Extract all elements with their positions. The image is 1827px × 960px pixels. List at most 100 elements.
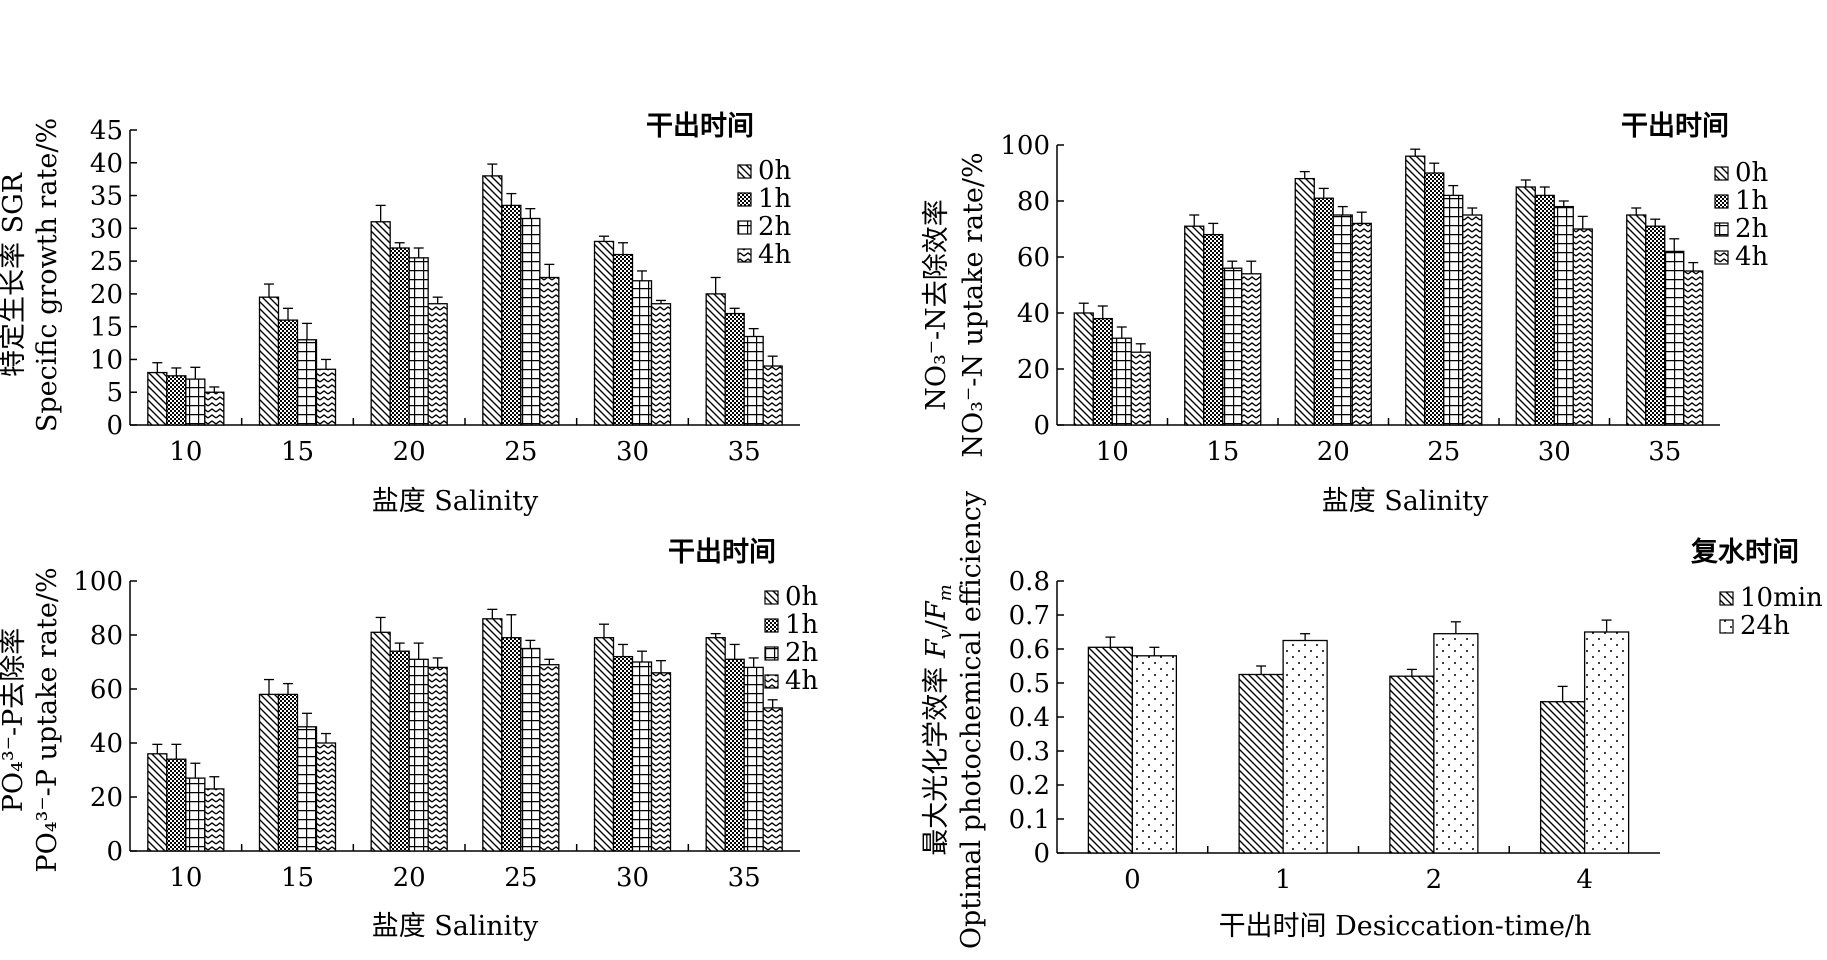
x-tick-label: 25	[504, 437, 537, 467]
bar	[185, 378, 206, 426]
bar	[1433, 633, 1479, 854]
x-tick-label: 10	[1096, 437, 1129, 467]
legend-title: 干出时间	[668, 537, 776, 568]
legend-label: 1h	[785, 610, 819, 640]
y-tick-label: 20	[90, 280, 123, 310]
x-axis-label: 盐度 Salinity	[372, 486, 539, 517]
bar	[705, 293, 726, 426]
bar	[370, 221, 391, 426]
bar	[1332, 214, 1353, 426]
y-tick-label: 100	[1000, 131, 1050, 161]
bar	[277, 319, 299, 426]
legend-swatch	[1714, 250, 1729, 265]
x-axis-label: 干出时间 Desiccation-time/h	[1219, 911, 1592, 942]
bar	[650, 672, 672, 852]
legend-label: 2h	[758, 212, 792, 242]
x-tick-label: 35	[1648, 437, 1681, 467]
bar	[1389, 675, 1435, 854]
y-tick-label: 0.7	[1009, 601, 1050, 631]
bar	[631, 661, 653, 852]
x-tick-label: 2	[1426, 865, 1443, 895]
legend-swatch	[737, 220, 752, 235]
bar	[1462, 214, 1483, 426]
x-tick-label: 1	[1275, 865, 1292, 895]
legend-label: 1h	[758, 184, 792, 214]
x-tick-label: 4	[1576, 865, 1593, 895]
bar	[147, 753, 168, 852]
bar	[389, 247, 410, 426]
y-axis-label-zh: PO₄³⁻-P去除率	[0, 628, 29, 813]
legend-swatch	[1714, 222, 1729, 237]
y-axis-label-en: Specific growth rate/%	[32, 118, 63, 432]
bar	[762, 707, 783, 852]
bar	[593, 240, 615, 426]
bar	[1184, 225, 1205, 426]
x-axis-label: 盐度 Salinity	[372, 911, 539, 942]
y-tick-label: 20	[90, 783, 123, 813]
y-tick-label: 0	[1033, 839, 1050, 869]
y-tick-label: 15	[90, 313, 123, 343]
bar	[1572, 228, 1593, 426]
y-tick-label: 0	[1033, 411, 1050, 441]
bar	[370, 631, 391, 852]
bar	[1087, 646, 1134, 854]
x-axis-label: 盐度 Salinity	[1322, 486, 1489, 517]
bar	[1424, 172, 1445, 426]
bar	[501, 637, 522, 852]
y-axis-label-text: NO₃⁻-N uptake rate/%	[958, 152, 989, 457]
x-tick-label: 35	[728, 863, 761, 893]
y-axis-label-en: Optimal photochemical efficiency	[956, 490, 987, 949]
bar	[743, 666, 764, 852]
bar	[1664, 250, 1685, 426]
y-tick-label: 0.5	[1009, 669, 1050, 699]
bar	[1282, 639, 1328, 854]
y-tick-label: 80	[1017, 187, 1050, 217]
legend-label: 0h	[785, 582, 819, 612]
x-tick-label: 20	[393, 863, 426, 893]
y-axis-label-zh: 特定生长率 SGR	[0, 172, 29, 377]
bar	[185, 777, 206, 852]
legend-label: 4h	[1735, 242, 1769, 272]
bar	[1539, 701, 1586, 854]
x-tick-label: 30	[616, 863, 649, 893]
y-tick-label: 40	[1017, 299, 1050, 329]
bar	[631, 280, 653, 426]
y-axis-label-text: NO₃⁻-N去除效率	[921, 199, 952, 411]
bar	[1645, 225, 1666, 426]
bar	[1313, 197, 1334, 426]
bar	[1073, 312, 1094, 426]
y-tick-label: 20	[1017, 355, 1050, 385]
bar	[1351, 222, 1372, 426]
x-tick-label: 20	[1317, 437, 1350, 467]
bar	[1626, 214, 1647, 426]
legend-label: 4h	[785, 666, 819, 696]
bar	[1294, 177, 1315, 426]
legend-swatch	[1719, 591, 1734, 606]
y-tick-label: 0	[106, 837, 123, 867]
x-tick-label: 25	[1427, 437, 1460, 467]
x-tick-label: 10	[169, 863, 202, 893]
bar	[296, 726, 318, 852]
bar	[1405, 155, 1426, 426]
bar	[1222, 267, 1243, 426]
legend-title: 干出时间	[1621, 111, 1729, 142]
bar	[520, 217, 541, 426]
bar	[166, 758, 187, 852]
y-tick-label: 25	[90, 247, 123, 277]
chart-4: 0 0.1 0.2 0.3 0.4 0.5 0.6 0.7 0.8 0 1 2 4 干出时间 Desicc…	[921, 490, 1823, 949]
bar	[1111, 337, 1132, 426]
y-tick-label: 0	[106, 411, 123, 441]
legend-label: 2h	[785, 638, 819, 668]
bar	[1534, 194, 1555, 426]
bar	[762, 365, 783, 426]
legend-title: 干出时间	[646, 111, 754, 142]
y-axis-label-en: PO₄³⁻-P uptake rate/%	[32, 567, 63, 872]
y-axis-label-text: 特定生长率 SGR	[0, 172, 29, 377]
y-axis-label-zh: 最大光化学效率 Fv/Fm	[921, 584, 956, 855]
y-axis-label-text: PO₄³⁻-P去除率	[0, 628, 29, 813]
bar	[650, 303, 672, 426]
bar	[724, 312, 745, 426]
bar	[147, 371, 168, 426]
